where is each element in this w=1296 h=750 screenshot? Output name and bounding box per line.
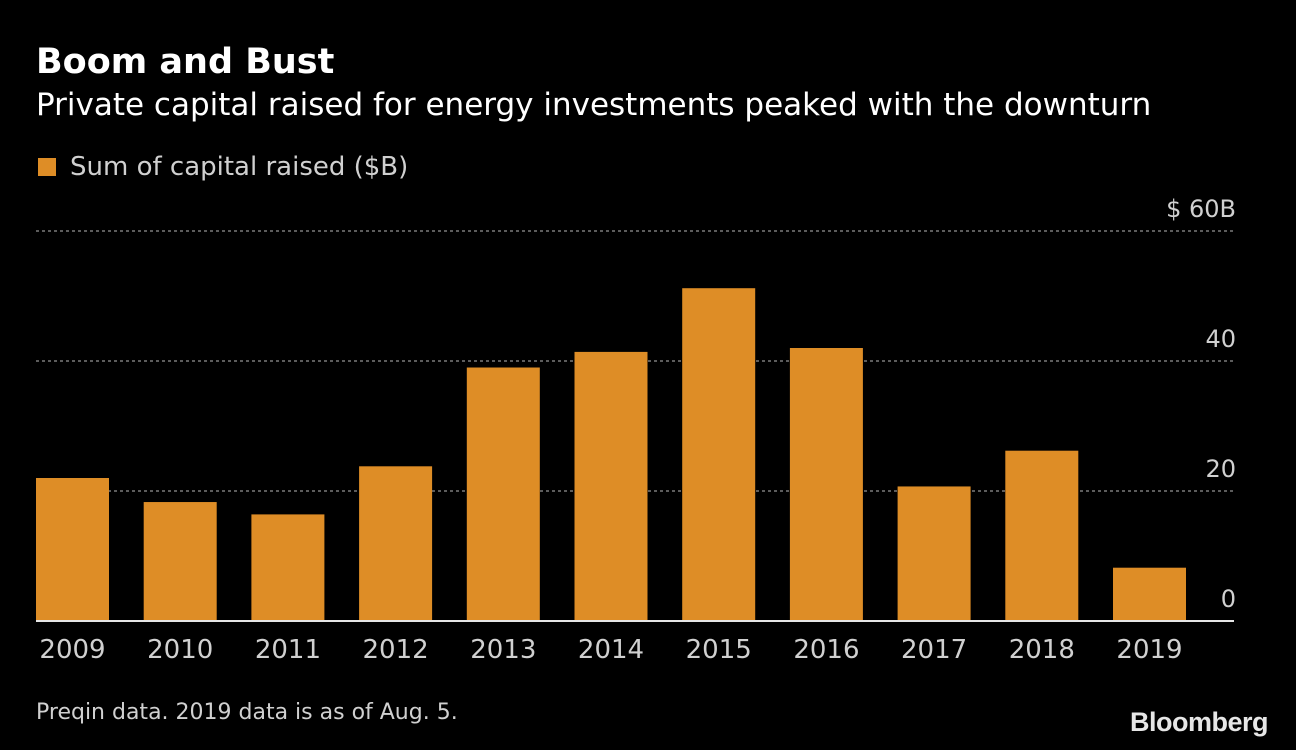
bar-2015 [682, 288, 756, 621]
chart-title: Boom and Bust [36, 42, 335, 82]
chart-subtitle: Private capital raised for energy invest… [36, 87, 1152, 123]
x-tick-label: 2018 [1009, 635, 1075, 665]
bloomberg-logo: Bloomberg [1129, 707, 1269, 737]
x-tick-label: 2012 [363, 635, 429, 665]
x-tick-label: 2015 [686, 635, 752, 665]
bar-2018 [1005, 450, 1079, 621]
bar-2016 [789, 348, 863, 621]
bar-2017 [897, 486, 971, 621]
bar-2011 [251, 514, 325, 621]
x-tick-label: 2017 [901, 635, 967, 665]
bar-2012 [359, 466, 433, 621]
x-tick-label: 2014 [578, 635, 644, 665]
legend: Sum of capital raised ($B) [38, 150, 408, 184]
x-tick-label: 2019 [1116, 635, 1182, 665]
bar-2010 [143, 502, 217, 621]
legend-label: Sum of capital raised ($B) [70, 152, 409, 182]
y-tick-label: $ 60B [1166, 195, 1236, 223]
x-tick-label: 2011 [255, 635, 321, 665]
y-tick-label: 0 [1221, 585, 1236, 613]
bar-2013 [466, 367, 540, 621]
x-tick-label: 2009 [39, 635, 105, 665]
x-tick-label: 2010 [147, 635, 213, 665]
y-tick-label: 20 [1205, 455, 1236, 483]
legend-swatch [38, 158, 56, 176]
y-tick-label: 40 [1205, 325, 1236, 353]
x-tick-label: 2013 [470, 635, 536, 665]
footnote: Preqin data. 2019 data is as of Aug. 5. [36, 700, 458, 725]
bar-2019 [1113, 567, 1186, 621]
bar-2014 [574, 351, 648, 621]
bar-2009 [36, 478, 109, 621]
x-tick-label: 2016 [793, 635, 859, 665]
